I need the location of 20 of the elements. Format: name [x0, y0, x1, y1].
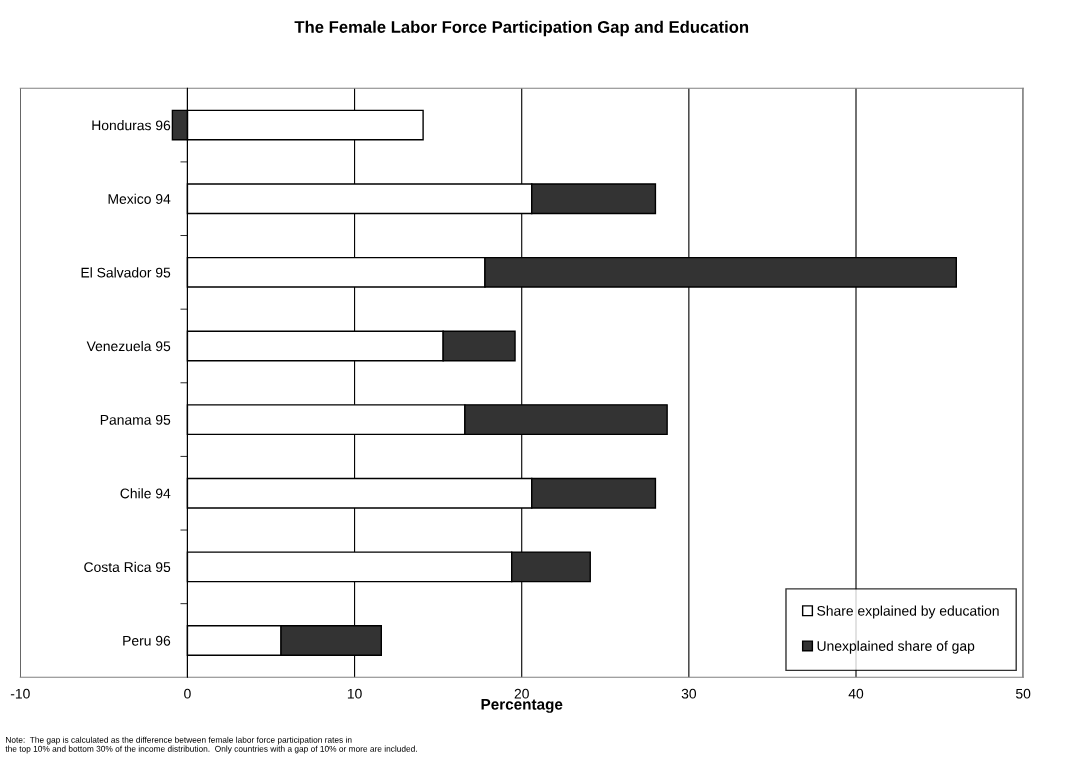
- y-tick-label: Venezuela 95: [86, 340, 171, 352]
- y-tick-label: Mexico 94: [108, 193, 171, 204]
- x-tick-label: 50: [1015, 688, 1031, 699]
- y-tick-label: Costa Rica 95: [84, 561, 171, 573]
- text: Note: The gap is calculated as the difference between female labor force participation rates in the top 10% and bottom 30% of the income distribution. Only countries with a gap of 10% or more are included.: [5, 736, 417, 754]
- x-tick-label: 40: [848, 688, 864, 699]
- x-tick-label: 0: [184, 688, 191, 699]
- legend-label: Share explained by education: [817, 605, 999, 619]
- y-tick-label: El Salvador 95: [81, 267, 171, 278]
- y-tick-label: Peru 96: [123, 635, 171, 646]
- x-tick-label: 30: [681, 688, 697, 699]
- y-tick-label: Panama 95: [100, 414, 171, 425]
- y-tick-label: Honduras 96: [92, 120, 171, 131]
- chart-title: The Female Labor Force Participation Gap and Education: [294, 20, 749, 37]
- x-tick-label: 10: [347, 688, 362, 699]
- x-axis-title: Percentage: [481, 699, 563, 713]
- y-tick-label: Chile 94: [120, 488, 171, 499]
- legend-label: Unexplained share of gap: [817, 640, 975, 654]
- x-tick-label: -10: [10, 688, 30, 699]
- x-tick-label: 20: [514, 688, 529, 699]
